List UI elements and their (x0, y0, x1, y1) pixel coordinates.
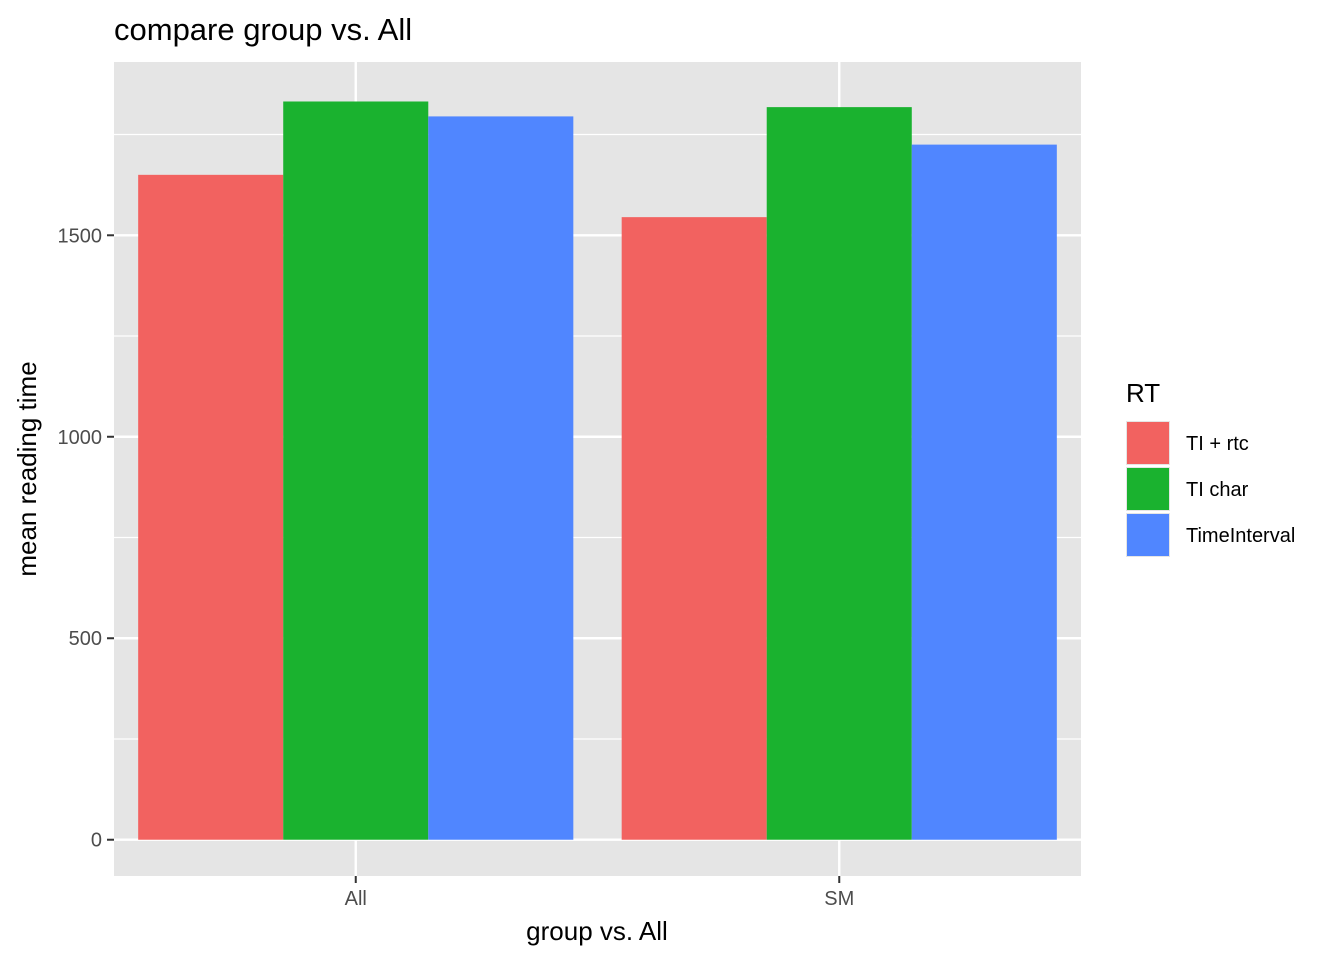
x-tick-label: SM (824, 888, 854, 910)
legend: RT TI + rtc TI char TimeInterval (1126, 378, 1295, 557)
bars (138, 101, 1057, 840)
y-tick-label: 1500 (58, 225, 103, 247)
y-axis: 0 500 1000 1500 (58, 225, 114, 852)
legend-title: RT (1126, 378, 1160, 408)
legend-label: TI + rtc (1186, 433, 1249, 455)
bar (138, 174, 284, 840)
bar (428, 116, 574, 840)
legend-key (1127, 468, 1169, 510)
legend-label: TI char (1186, 479, 1249, 501)
chart-title: compare group vs. All (114, 12, 412, 47)
y-tick-label: 1000 (58, 427, 103, 449)
y-axis-title: mean reading time (12, 361, 42, 576)
y-tick-label: 0 (91, 830, 102, 852)
x-tick-label: All (345, 888, 367, 910)
x-axis-title: group vs. All (526, 916, 668, 946)
legend-key (1127, 422, 1169, 464)
y-tick-label: 500 (69, 628, 102, 650)
legend-key (1127, 514, 1169, 556)
bar (621, 217, 767, 840)
x-axis: All SM (345, 876, 854, 910)
bar (911, 144, 1057, 840)
bar (766, 107, 912, 840)
bar (283, 101, 429, 840)
legend-label: TimeInterval (1186, 525, 1295, 547)
